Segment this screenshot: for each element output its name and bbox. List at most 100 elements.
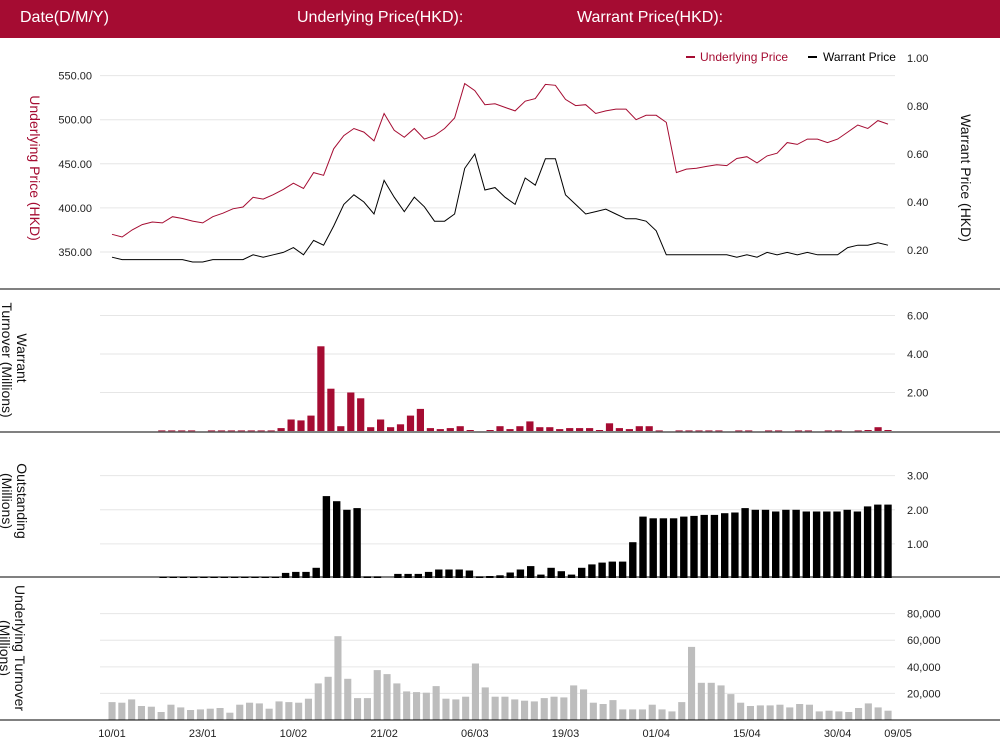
warrant-turnover-bar xyxy=(804,430,812,432)
outstanding-bar xyxy=(404,573,412,578)
price-panel: 550.00 500.00 450.00 400.00 350.00 1.00 0.80 0.… xyxy=(0,53,1000,290)
outstanding-tick-label: 2.00 xyxy=(907,505,928,517)
warrant-turnover-bar xyxy=(247,430,255,432)
outstanding-bar xyxy=(445,569,453,578)
right-axis-title: Warrant Price (HKD) xyxy=(958,114,974,242)
outstanding-bar xyxy=(516,569,525,578)
underlying-turnover-bar xyxy=(452,699,460,720)
underlying-turnover-bar xyxy=(845,712,853,720)
warrant-turnover-bar xyxy=(168,430,176,432)
outstanding-bar xyxy=(731,512,739,578)
outstanding-bar xyxy=(700,514,708,578)
warrant-turnover-axis-title-line: Turnover (Millions) xyxy=(0,302,15,417)
outstanding-bar xyxy=(527,566,535,578)
warrant-turnover-bar xyxy=(217,430,226,432)
warrant-turnover-bar xyxy=(715,430,723,432)
outstanding-tick-label: 1.00 xyxy=(907,539,928,551)
warrant-turnover-bar xyxy=(516,426,524,431)
warrant-turnover-bar xyxy=(705,430,713,432)
date-label: Date(D/M/Y) xyxy=(20,9,109,26)
left-tick-label: 500.00 xyxy=(58,115,92,127)
warrant-turnover-bar xyxy=(675,430,683,432)
warrant-price-line xyxy=(111,152,889,263)
warrant-turnover-bar xyxy=(188,430,196,432)
warrant-turnover-bar xyxy=(347,392,355,431)
underlying-turnover-bar xyxy=(481,687,489,720)
underlying-turnover-bar xyxy=(187,710,195,720)
underlying-turnover-bar xyxy=(422,692,430,720)
outstanding-bar xyxy=(649,518,657,578)
underlying-turnover-bar xyxy=(589,702,597,720)
underlying-turnover-bar xyxy=(383,674,391,720)
outstanding-bar xyxy=(578,567,586,578)
warrant-turnover-bar xyxy=(595,430,604,431)
underlying-turnover-bar xyxy=(108,702,116,720)
underlying-turnover-bar xyxy=(304,698,312,720)
outstanding-bar xyxy=(557,571,565,578)
warrant-turnover-bar xyxy=(745,430,753,432)
warrant-turnover-tick-label: 6.00 xyxy=(907,311,928,323)
underlying-turnover-tick-label: 60,000 xyxy=(907,635,941,647)
underlying-turnover-bar xyxy=(727,694,735,720)
underlying-turnover-panel: 80,000 60,000 40,000 20,000 Underlying Turno… xyxy=(0,585,1000,721)
outstanding-bar xyxy=(435,569,443,578)
underlying-turnover-bar xyxy=(501,696,509,720)
underlying-turnover-bar xyxy=(855,708,863,720)
underlying-turnover-bar xyxy=(717,685,725,720)
left-tick-label: 550.00 xyxy=(58,71,92,83)
warrant-turnover-bar xyxy=(337,426,345,431)
underlying-turnover-bar xyxy=(285,702,293,720)
outstanding-bar xyxy=(639,516,647,578)
left-tick-label: 450.00 xyxy=(58,159,92,171)
underlying-turnover-bar xyxy=(874,707,882,720)
underlying-turnover-bar xyxy=(540,698,548,720)
warrant-turnover-panel: 6.00 4.00 2.00 Warrant Turnover (Millions) xyxy=(0,302,1000,433)
outstanding-bar xyxy=(333,501,341,578)
underlying-turnover-bar xyxy=(864,703,872,720)
outstanding-axis-title: Outstanding(Millions) xyxy=(0,463,30,539)
underlying-turnover-bar xyxy=(815,711,823,720)
legend-label-underlying: Underlying Price xyxy=(700,50,788,64)
underlying-turnover-tick-label: 80,000 xyxy=(907,609,941,621)
outstanding-bar xyxy=(281,572,290,578)
underlying-turnover-bar xyxy=(147,706,155,720)
underlying-turnover-bar xyxy=(668,711,676,720)
underlying-turnover-bar xyxy=(835,711,843,720)
underlying-turnover-bar xyxy=(884,710,892,720)
underlying-turnover-bar xyxy=(226,712,234,720)
warrant-turnover-bar xyxy=(416,408,424,431)
outstanding-bar xyxy=(751,509,759,578)
warrant-turnover-bar xyxy=(237,430,245,432)
warrant-turnover-bar xyxy=(576,428,584,431)
warrant-turnover-bar xyxy=(824,430,832,432)
x-tick-label: 10/02 xyxy=(280,728,308,740)
outstanding-bar xyxy=(690,515,698,578)
warrant-turnover-bar xyxy=(794,430,803,432)
outstanding-axis-title-line: Outstanding xyxy=(14,463,30,539)
warrant-turnover-axis-title: Warrant Turnover (Millions) xyxy=(0,302,30,417)
outstanding-bar xyxy=(659,518,668,578)
underlying-turnover-bar xyxy=(530,701,538,720)
underlying-turnover-bar xyxy=(609,700,617,720)
underlying-turnover-bar xyxy=(688,646,696,720)
warrant-turnover-bar xyxy=(874,427,882,431)
underlying-turnover-bar xyxy=(746,706,754,720)
warrant-turnover-bar xyxy=(695,430,703,432)
warrant-turnover-bar xyxy=(884,430,892,431)
underlying-turnover-bar xyxy=(246,702,254,720)
underlying-turnover-bar xyxy=(216,708,224,720)
warrant-turnover-bar xyxy=(426,428,434,431)
underlying-turnover-bar xyxy=(363,698,371,720)
warrant-turnover-tick-label: 4.00 xyxy=(907,349,928,361)
underlying-turnover-bar xyxy=(471,663,479,720)
underlying-turnover-bar xyxy=(805,704,813,720)
outstanding-bar xyxy=(884,504,892,578)
warrant-turnover-bar xyxy=(436,429,444,431)
underlying-turnover-bar xyxy=(619,709,627,720)
warrant-turnover-bar xyxy=(536,427,544,431)
underlying-turnover-bar xyxy=(796,704,804,720)
warrant-turnover-bar xyxy=(307,415,315,431)
warrant-turnover-bar xyxy=(446,428,454,431)
underlying-turnover-bar xyxy=(314,683,322,720)
underlying-turnover-bar xyxy=(560,697,568,720)
